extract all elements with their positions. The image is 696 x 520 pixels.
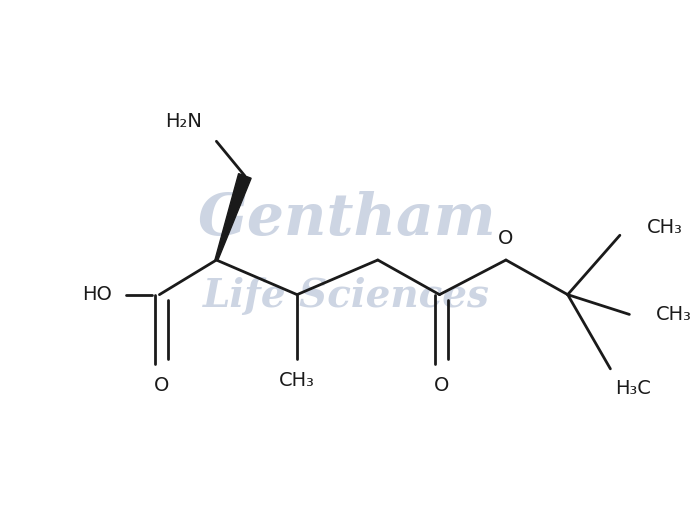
- Text: H₂N: H₂N: [165, 112, 202, 131]
- Text: CH₃: CH₃: [279, 371, 315, 390]
- Text: O: O: [434, 376, 449, 395]
- Polygon shape: [215, 174, 251, 261]
- Text: O: O: [154, 376, 169, 395]
- Text: Life Sciences: Life Sciences: [203, 277, 490, 315]
- Text: CH₃: CH₃: [647, 218, 682, 237]
- Text: CH₃: CH₃: [656, 305, 692, 324]
- Text: H₃C: H₃C: [615, 379, 651, 398]
- Text: Gentham: Gentham: [197, 191, 496, 247]
- Text: O: O: [498, 229, 514, 248]
- Text: HO: HO: [82, 285, 112, 304]
